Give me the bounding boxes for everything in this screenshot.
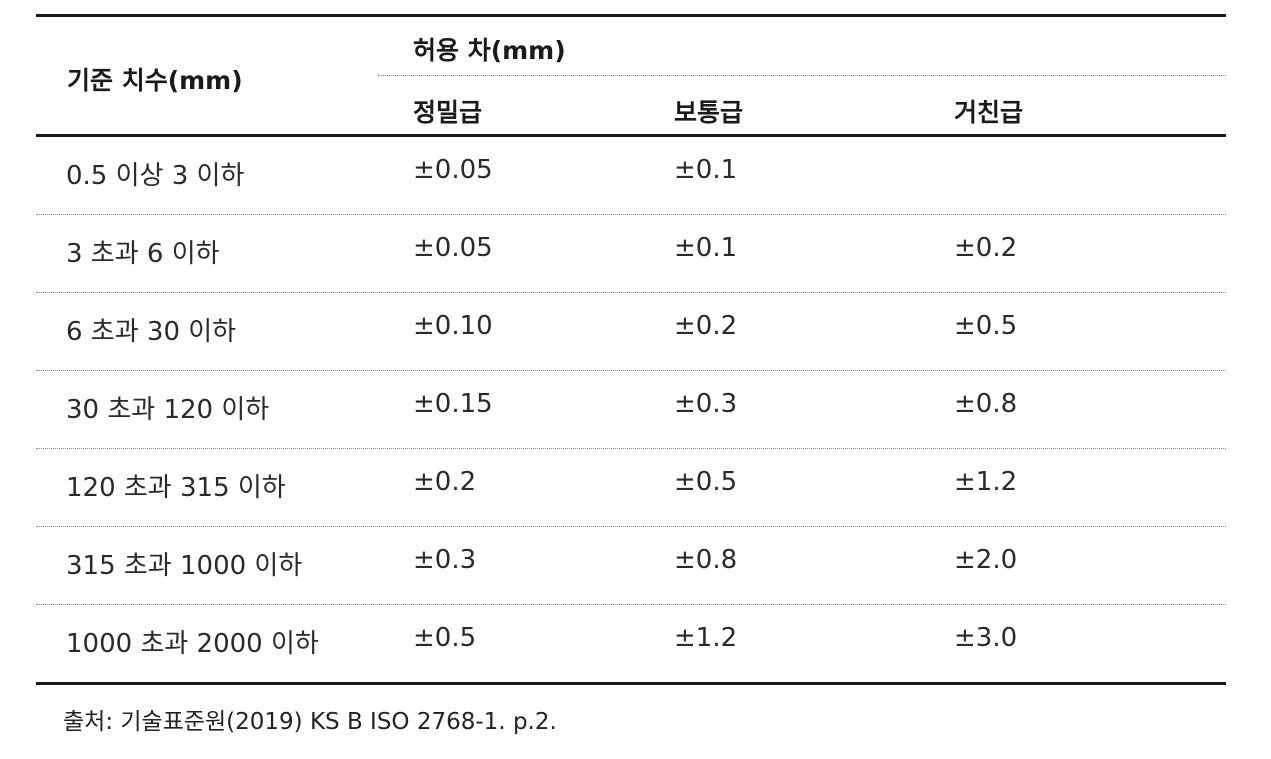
cell-base-range: 120 초과 315 이하 bbox=[66, 473, 286, 503]
table-top-rule bbox=[36, 14, 1226, 17]
cell-base-range: 6 초과 30 이하 bbox=[66, 317, 237, 347]
cell-coarse: ±0.5 bbox=[954, 311, 1018, 341]
row-separator bbox=[36, 448, 1226, 449]
header-base-dimension: 기준 치수(mm) bbox=[67, 66, 243, 95]
table-row: 30 초과 120 이하 ±0.15 ±0.3 ±0.8 bbox=[36, 371, 1226, 449]
header-bottom-rule bbox=[36, 134, 1226, 137]
cell-fine: ±0.05 bbox=[413, 233, 493, 263]
table-row: 0.5 이상 3 이하 ±0.05 ±0.1 bbox=[36, 137, 1226, 215]
cell-coarse: ±0.8 bbox=[954, 389, 1018, 419]
cell-medium: ±1.2 bbox=[674, 623, 738, 653]
cell-coarse: ±0.2 bbox=[954, 233, 1018, 263]
table-bottom-rule bbox=[36, 682, 1226, 685]
source-citation: 출처: 기술표준원(2019) KS B ISO 2768-1. p.2. bbox=[63, 709, 557, 735]
cell-coarse: ±2.0 bbox=[954, 545, 1018, 575]
table-row: 1000 초과 2000 이하 ±0.5 ±1.2 ±3.0 bbox=[36, 605, 1226, 683]
cell-medium: ±0.2 bbox=[674, 311, 738, 341]
header-grade-coarse: 거친급 bbox=[954, 98, 1024, 127]
cell-base-range: 0.5 이상 3 이하 bbox=[66, 161, 245, 191]
cell-medium: ±0.1 bbox=[674, 155, 738, 185]
row-separator bbox=[36, 292, 1226, 293]
cell-coarse: ±1.2 bbox=[954, 467, 1018, 497]
cell-medium: ±0.5 bbox=[674, 467, 738, 497]
cell-fine: ±0.05 bbox=[413, 155, 493, 185]
cell-medium: ±0.3 bbox=[674, 389, 738, 419]
table-row: 6 초과 30 이하 ±0.10 ±0.2 ±0.5 bbox=[36, 293, 1226, 371]
row-separator bbox=[36, 214, 1226, 215]
cell-fine: ±0.10 bbox=[413, 311, 493, 341]
cell-medium: ±0.8 bbox=[674, 545, 738, 575]
row-separator bbox=[36, 370, 1226, 371]
cell-fine: ±0.5 bbox=[413, 623, 477, 653]
table-row: 120 초과 315 이하 ±0.2 ±0.5 ±1.2 bbox=[36, 449, 1226, 527]
row-separator bbox=[36, 526, 1226, 527]
header-grade-medium: 보통급 bbox=[674, 98, 744, 127]
cell-fine: ±0.2 bbox=[413, 467, 477, 497]
header-sub-rule bbox=[378, 75, 1226, 76]
cell-coarse: ±3.0 bbox=[954, 623, 1018, 653]
header-tolerance-group: 허용 차(mm) bbox=[413, 36, 566, 65]
row-separator bbox=[36, 604, 1226, 605]
cell-fine: ±0.3 bbox=[413, 545, 477, 575]
cell-base-range: 315 초과 1000 이하 bbox=[66, 551, 303, 581]
table-row: 315 초과 1000 이하 ±0.3 ±0.8 ±2.0 bbox=[36, 527, 1226, 605]
cell-base-range: 30 초과 120 이하 bbox=[66, 395, 270, 425]
cell-base-range: 1000 초과 2000 이하 bbox=[66, 629, 319, 659]
cell-base-range: 3 초과 6 이하 bbox=[66, 239, 220, 269]
header-grade-fine: 정밀급 bbox=[413, 98, 483, 127]
cell-medium: ±0.1 bbox=[674, 233, 738, 263]
cell-fine: ±0.15 bbox=[413, 389, 493, 419]
table-row: 3 초과 6 이하 ±0.05 ±0.1 ±0.2 bbox=[36, 215, 1226, 293]
